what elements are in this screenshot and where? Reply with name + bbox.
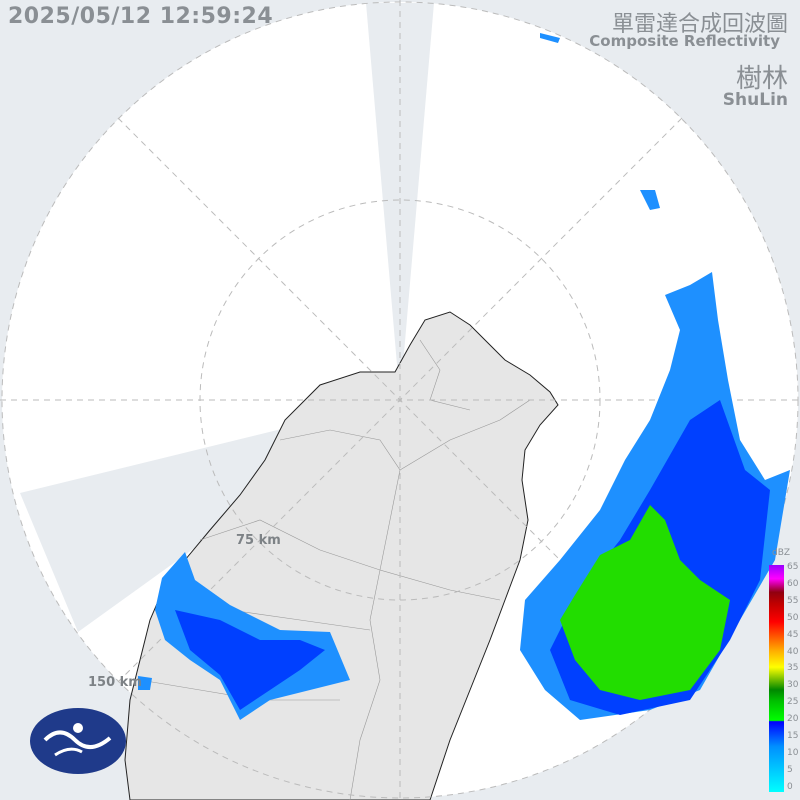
legend-tick: 25 <box>787 697 799 708</box>
legend-tick: 40 <box>787 646 799 657</box>
legend-tick: 20 <box>787 714 799 725</box>
legend-tick: 0 <box>787 781 793 792</box>
legend-unit: dBZ <box>772 548 791 558</box>
legend-tick: 10 <box>787 747 799 758</box>
legend-tick: 35 <box>787 663 799 674</box>
cwa-logo-icon <box>30 708 126 774</box>
legend-tick: 50 <box>787 612 799 623</box>
range-label-75: 75 km <box>236 533 281 548</box>
range-label-150: 150 km <box>88 675 142 690</box>
legend-tick: 15 <box>787 731 799 741</box>
radar-echoes <box>138 33 790 720</box>
product-title-zh: 單雷達合成回波圖 <box>611 12 788 37</box>
legend-tick: 5 <box>787 764 793 775</box>
site-name-en: ShuLin <box>722 90 788 110</box>
legend-tick: 65 <box>787 562 799 572</box>
legend-tick: 60 <box>787 578 799 589</box>
product-title-en: Composite Reflectivity <box>589 32 780 50</box>
site-name-zh: 樹林 <box>735 64 788 94</box>
timestamp: 2025/05/12 12:59:24 <box>8 4 274 29</box>
legend-tick: 30 <box>787 680 799 691</box>
legend-tick: 55 <box>787 595 799 606</box>
legend-tick: 45 <box>787 629 799 640</box>
dbz-color-scale <box>769 565 784 792</box>
